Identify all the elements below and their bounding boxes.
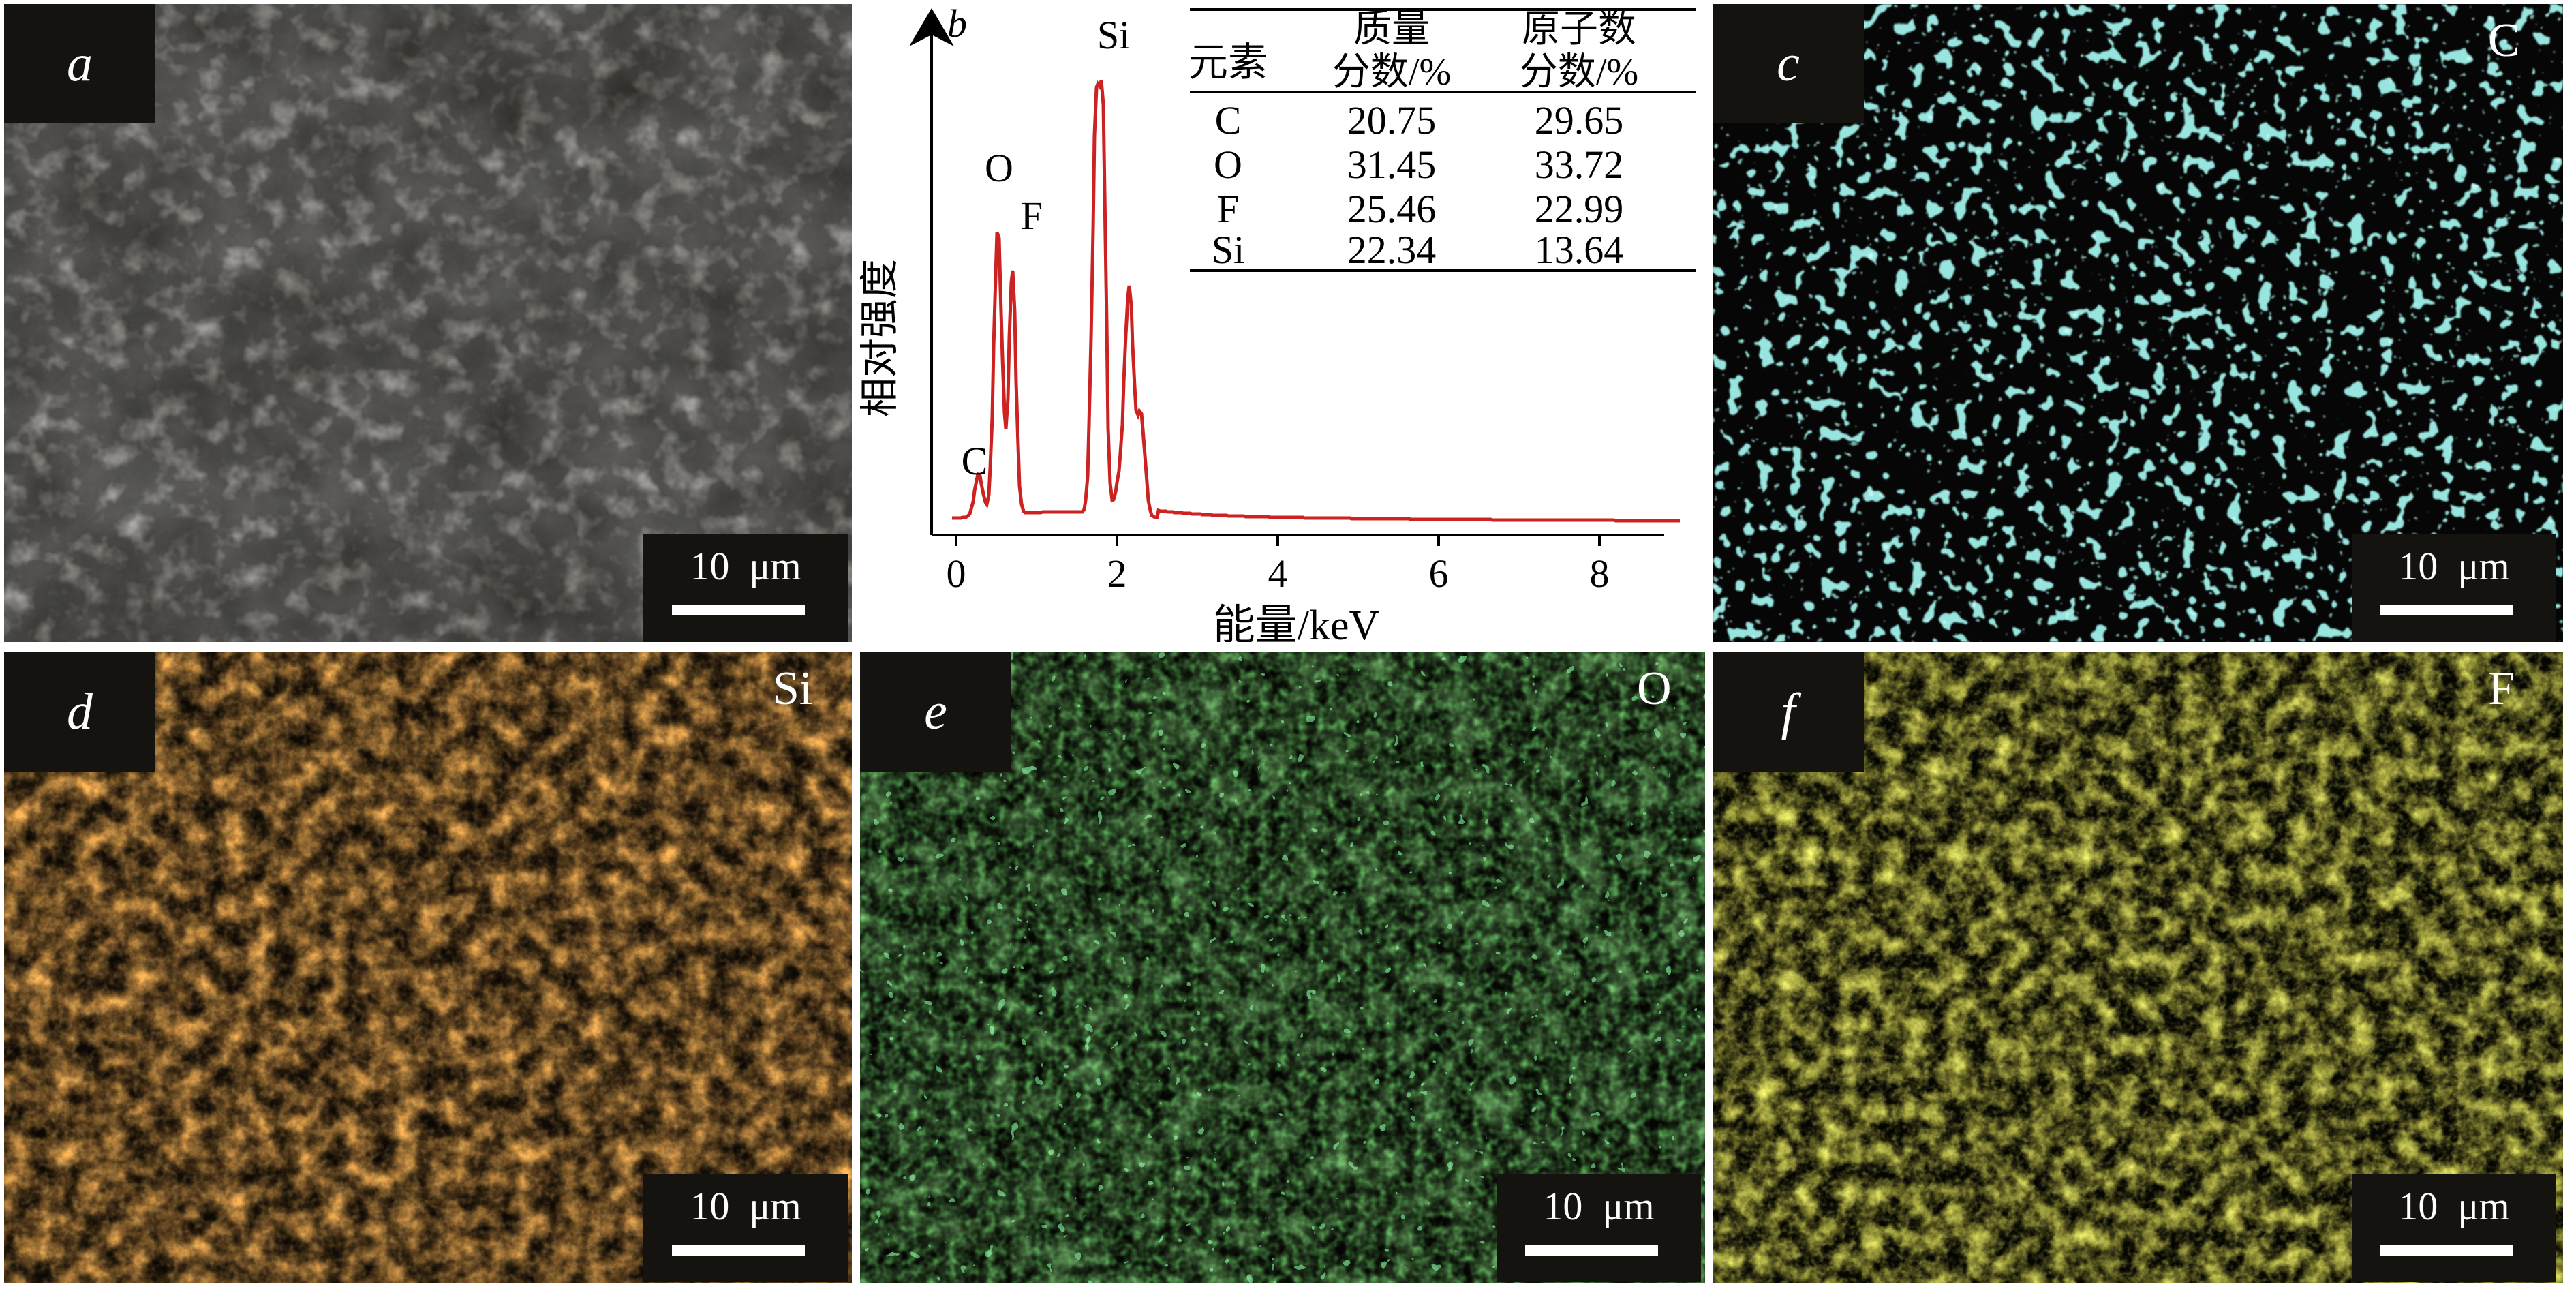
svg-text:F: F [1021, 194, 1043, 238]
svg-text:C: C [1215, 98, 1242, 142]
svg-text:22.34: 22.34 [1347, 228, 1437, 272]
svg-text:O: O [985, 146, 1013, 190]
svg-text:O: O [1214, 142, 1242, 187]
svg-text:6: 6 [1429, 551, 1449, 596]
svg-text:31.45: 31.45 [1347, 142, 1437, 187]
svg-text:分数/%: 分数/% [1520, 51, 1638, 93]
svg-text:33.72: 33.72 [1535, 142, 1624, 187]
svg-text:能量/keV: 能量/keV [1213, 603, 1380, 642]
svg-text:F: F [1217, 187, 1239, 231]
svg-text:Si: Si [1212, 228, 1244, 272]
svg-text:b: b [947, 4, 967, 46]
svg-text:Si: Si [1097, 13, 1130, 57]
svg-text:C: C [962, 439, 988, 483]
svg-text:29.65: 29.65 [1535, 98, 1624, 142]
svg-text:22.99: 22.99 [1535, 187, 1624, 231]
svg-text:25.46: 25.46 [1347, 187, 1437, 231]
svg-text:元素: 元素 [1189, 40, 1268, 85]
svg-text:0: 0 [947, 551, 966, 596]
svg-text:8: 8 [1590, 551, 1610, 596]
svg-text:质量: 质量 [1353, 8, 1430, 50]
svg-text:13.64: 13.64 [1535, 228, 1624, 272]
svg-text:相对强度: 相对强度 [860, 259, 902, 417]
svg-text:原子数: 原子数 [1522, 8, 1636, 50]
svg-text:4: 4 [1268, 551, 1288, 596]
svg-text:2: 2 [1107, 551, 1127, 596]
svg-text:20.75: 20.75 [1347, 98, 1437, 142]
svg-text:分数/%: 分数/% [1332, 51, 1451, 93]
